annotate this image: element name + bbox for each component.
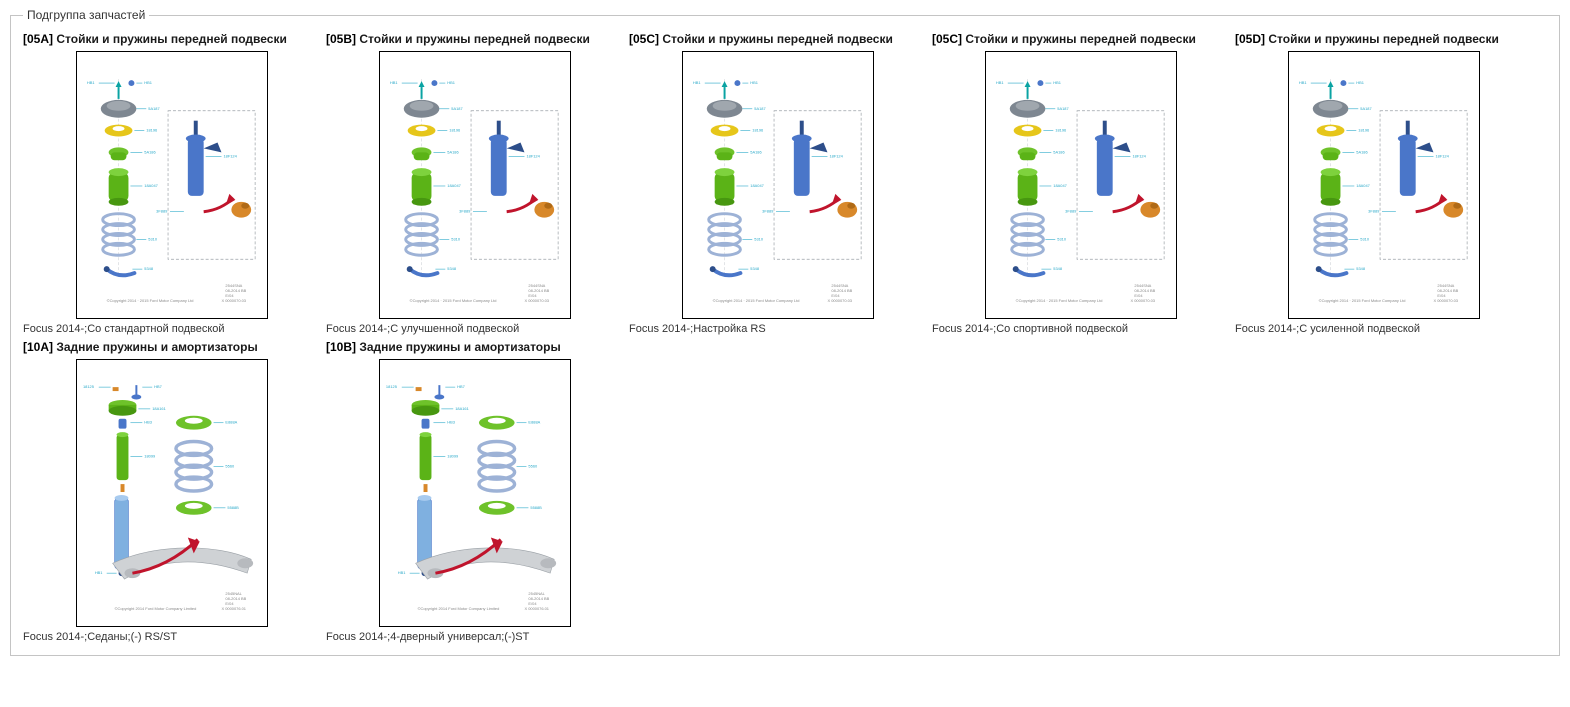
part-caption: Focus 2014-;4-дверный универсал;(-)ST (326, 629, 624, 643)
part-caption: Focus 2014-;Седаны;(-) RS/ST (23, 629, 321, 643)
part-code: [05C] (932, 32, 962, 46)
part-card-title[interactable]: [05C] Стойки и пружины передней подвески (629, 32, 927, 49)
part-card[interactable]: [05C] Стойки и пружины передней подвески… (629, 32, 927, 335)
part-title: Стойки и пружины передней подвески (1265, 32, 1499, 46)
part-code: [10B] (326, 340, 356, 354)
part-card[interactable]: [05A] Стойки и пружины передней подвески… (23, 32, 321, 335)
part-title: Задние пружины и амортизаторы (53, 340, 258, 354)
part-thumb-wrap (326, 357, 624, 629)
part-thumb-wrap (932, 49, 1230, 321)
part-thumb-wrap (1235, 49, 1533, 321)
part-card[interactable]: [05C] Стойки и пружины передней подвески… (932, 32, 1230, 335)
part-card[interactable]: [05D] Стойки и пружины передней подвески… (1235, 32, 1533, 335)
part-card[interactable]: [10A] Задние пружины и амортизаторы Focus… (23, 340, 321, 643)
part-title: Задние пружины и амортизаторы (356, 340, 561, 354)
part-card-title[interactable]: [10B] Задние пружины и амортизаторы (326, 340, 624, 357)
part-caption: Focus 2014-;Со стандартной подвеской (23, 321, 321, 335)
part-code: [05B] (326, 32, 356, 46)
part-thumb-wrap (629, 49, 927, 321)
part-title: Стойки и пружины передней подвески (356, 32, 590, 46)
part-card-title[interactable]: [05A] Стойки и пружины передней подвески (23, 32, 321, 49)
part-card-title[interactable]: [05C] Стойки и пружины передней подвески (932, 32, 1230, 49)
part-code: [05A] (23, 32, 53, 46)
part-card[interactable]: [05B] Стойки и пружины передней подвески… (326, 32, 624, 335)
part-code: [10A] (23, 340, 53, 354)
part-caption: Focus 2014-;С усиленной подвеской (1235, 321, 1533, 335)
part-caption: Focus 2014-;С улучшенной подвеской (326, 321, 624, 335)
part-code: [05C] (629, 32, 659, 46)
part-thumb[interactable] (682, 51, 874, 319)
part-thumb[interactable] (1288, 51, 1480, 319)
fieldset-legend: Подгруппа запчастей (23, 8, 149, 22)
part-card-title[interactable]: [10A] Задние пружины и амортизаторы (23, 340, 321, 357)
part-title: Стойки и пружины передней подвески (53, 32, 287, 46)
part-thumb[interactable] (379, 51, 571, 319)
part-caption: Focus 2014-;Настройка RS (629, 321, 927, 335)
part-thumb[interactable] (379, 359, 571, 627)
part-card-title[interactable]: [05D] Стойки и пружины передней подвески (1235, 32, 1533, 49)
part-caption: Focus 2014-;Со спортивной подвеской (932, 321, 1230, 335)
cards-grid: [05A] Стойки и пружины передней подвески… (23, 32, 1547, 643)
part-thumb[interactable] (76, 359, 268, 627)
part-title: Стойки и пружины передней подвески (659, 32, 893, 46)
part-code: [05D] (1235, 32, 1265, 46)
part-card[interactable]: [10B] Задние пружины и амортизаторы Focus… (326, 340, 624, 643)
part-card-title[interactable]: [05B] Стойки и пружины передней подвески (326, 32, 624, 49)
part-title: Стойки и пружины передней подвески (962, 32, 1196, 46)
part-thumb[interactable] (985, 51, 1177, 319)
part-thumb-wrap (23, 49, 321, 321)
part-thumb[interactable] (76, 51, 268, 319)
part-thumb-wrap (23, 357, 321, 629)
part-thumb-wrap (326, 49, 624, 321)
parts-subgroup-fieldset: Подгруппа запчастей [05A] Стойки и пружи… (10, 8, 1560, 656)
